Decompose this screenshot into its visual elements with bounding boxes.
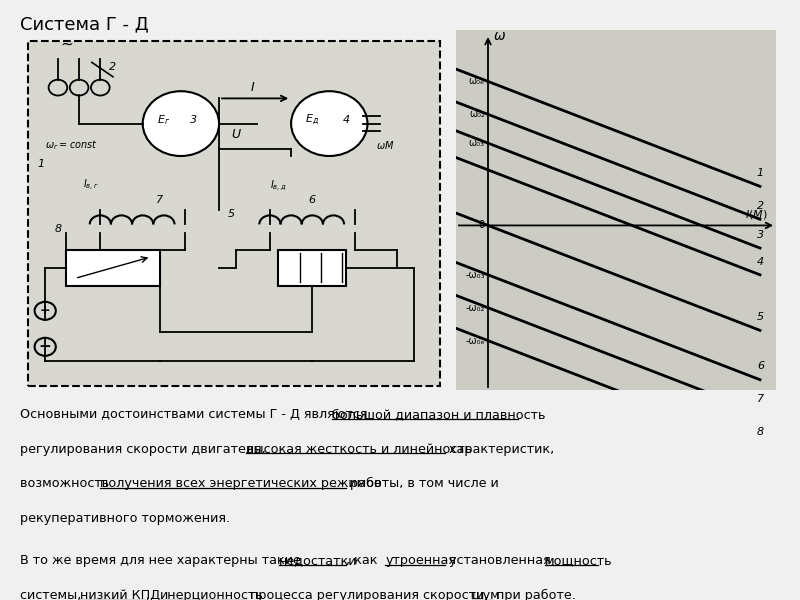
Text: установленная: установленная xyxy=(446,554,555,568)
Text: системы,: системы, xyxy=(20,589,86,600)
Text: ω₀ₑ: ω₀ₑ xyxy=(469,76,485,86)
Text: Система Г - Д: Система Г - Д xyxy=(20,15,149,33)
Text: 5: 5 xyxy=(757,312,764,322)
Text: процесса регулирования скорости,: процесса регулирования скорости, xyxy=(246,589,492,600)
Text: 3: 3 xyxy=(757,230,764,240)
Text: -ω₀₂: -ω₀₂ xyxy=(466,303,485,313)
Text: $E_д$: $E_д$ xyxy=(306,113,319,127)
Text: −: − xyxy=(39,340,51,354)
Text: получения всех энергетических режимов: получения всех энергетических режимов xyxy=(100,477,382,490)
Text: $\omega M$: $\omega M$ xyxy=(376,139,394,151)
Text: 7: 7 xyxy=(156,195,163,205)
Text: 6: 6 xyxy=(757,361,764,371)
Text: ,: , xyxy=(146,589,154,600)
FancyBboxPatch shape xyxy=(278,250,346,286)
Text: $E_г$: $E_г$ xyxy=(158,113,170,127)
Text: 2: 2 xyxy=(757,201,764,211)
Text: 4: 4 xyxy=(342,115,350,125)
Text: низкий КПД: низкий КПД xyxy=(80,589,160,600)
Text: $I(M)$: $I(M)$ xyxy=(746,208,768,221)
Text: , как: , как xyxy=(346,554,381,568)
Text: недостатки: недостатки xyxy=(279,554,358,568)
Text: 7: 7 xyxy=(757,394,764,404)
Text: В то же время для нее характерны такие: В то же время для нее характерны такие xyxy=(20,554,305,568)
Text: 6: 6 xyxy=(309,195,316,205)
Text: Основными достоинствами системы Г - Д являются: Основными достоинствами системы Г - Д яв… xyxy=(20,408,371,421)
Text: I: I xyxy=(251,81,255,94)
Text: 2: 2 xyxy=(109,62,116,71)
Text: ω₀₃: ω₀₃ xyxy=(469,138,485,148)
Text: -ω₀ₑ: -ω₀ₑ xyxy=(465,335,485,346)
FancyBboxPatch shape xyxy=(28,41,439,386)
Text: $\omega$: $\omega$ xyxy=(493,29,506,43)
Text: 4: 4 xyxy=(757,257,764,266)
Circle shape xyxy=(291,91,367,156)
Text: $\omega_г{=}const$: $\omega_г{=}const$ xyxy=(45,138,98,152)
Text: 1: 1 xyxy=(38,159,45,169)
Text: $I_{в,г}$: $I_{в,г}$ xyxy=(83,178,99,193)
Text: большой диапазон и плавность: большой диапазон и плавность xyxy=(332,408,546,421)
Text: ~: ~ xyxy=(60,37,73,52)
Text: работы, в том числе и: работы, в том числе и xyxy=(346,477,498,490)
Text: $I_{в,д}$: $I_{в,д}$ xyxy=(270,179,286,193)
Text: ω₀₂: ω₀₂ xyxy=(469,109,485,119)
Text: при работе.: при работе. xyxy=(492,589,576,600)
Text: мощность: мощность xyxy=(545,554,613,568)
Text: регулирования скорости двигателя,: регулирования скорости двигателя, xyxy=(20,443,270,455)
Text: высокая жесткость и линейность: высокая жесткость и линейность xyxy=(246,443,472,455)
FancyBboxPatch shape xyxy=(66,250,160,286)
Text: 1: 1 xyxy=(757,168,764,178)
Text: 8: 8 xyxy=(54,224,62,233)
Text: 3: 3 xyxy=(190,115,197,125)
Text: рекуперативного торможения.: рекуперативного торможения. xyxy=(20,512,230,525)
Text: 5: 5 xyxy=(227,209,234,219)
Text: 0: 0 xyxy=(478,220,485,230)
Text: -ω₀₃: -ω₀₃ xyxy=(466,270,485,280)
Text: +: + xyxy=(40,304,50,317)
Text: инерционность: инерционность xyxy=(159,589,263,600)
Text: шум: шум xyxy=(472,589,501,600)
Text: 8: 8 xyxy=(757,427,764,437)
Text: утроенная: утроенная xyxy=(386,554,457,568)
Text: характеристик,: характеристик, xyxy=(446,443,554,455)
Circle shape xyxy=(142,91,219,156)
Text: возможность: возможность xyxy=(20,477,114,490)
Text: U: U xyxy=(231,128,241,141)
